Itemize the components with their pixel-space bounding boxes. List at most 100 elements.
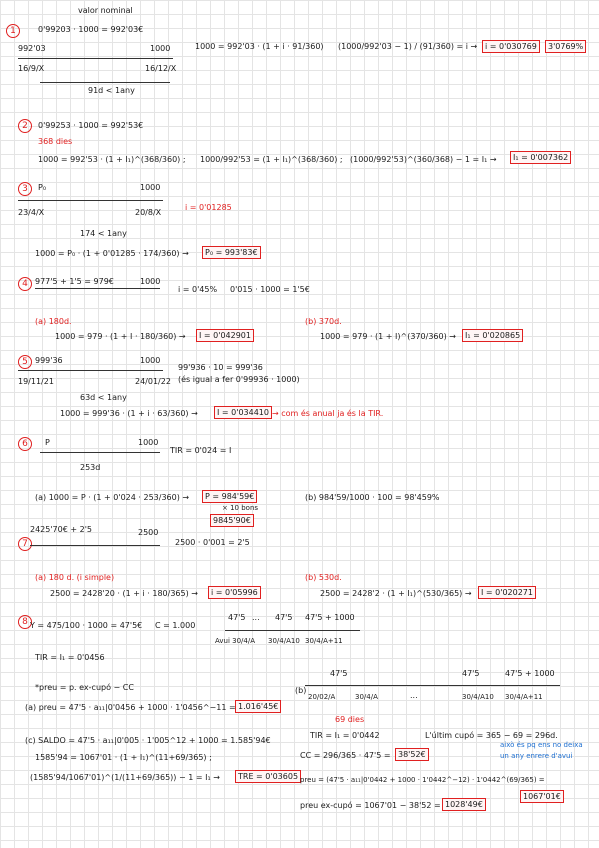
note-text: 1000 = 992'53 · (1 + I₁)^(368/360) ; (38, 155, 186, 164)
section-number: 7 (18, 537, 32, 551)
note-text: 1000 (150, 44, 171, 53)
note-text: 0'99203 · 1000 = 992'03€ (38, 25, 144, 34)
note-text: 1067'01€ (520, 790, 564, 803)
note-text: i = 0'030769 (482, 40, 540, 53)
note-text: I = 0'020271 (478, 586, 536, 599)
note-text: (a) 180d. (35, 317, 72, 326)
note-text: 16/9/X (18, 64, 45, 73)
note-text: 1585'94 = 1067'01 · (1 + I₁)^(11+69/365)… (35, 753, 212, 762)
note-text: això és pq ens no deixa un any enrere d'… (500, 741, 583, 760)
note-text: 1000 (140, 277, 161, 286)
note-text: 20/8/X (135, 208, 162, 217)
note-text: (b) 984'59/1000 · 100 = 98'459% (305, 493, 440, 502)
note-text: 99'936 · 10 = 999'36 (178, 363, 263, 372)
note-text: 91d < 1any (88, 86, 135, 95)
note-text: 30/4/A10 (268, 637, 300, 645)
note-text: TIR = 0'024 = I (170, 446, 232, 455)
note-text: 2500 = 2428'20 · (1 + i · 180/365) → (50, 589, 198, 598)
note-text: 63d < 1any (80, 393, 127, 402)
note-text: 47'5 + 1000 (305, 613, 355, 622)
note-text: i = 0'01285 (185, 203, 232, 212)
note-text: 23/4/X (18, 208, 45, 217)
note-text: P₀ (38, 183, 47, 192)
note-text: 1000 (140, 183, 161, 192)
note-text: P₀ = 993'83€ (202, 246, 261, 259)
note-text: preu = (47'5 · a₁₁|0'0442 + 1000 · 1'044… (300, 776, 545, 784)
note-text: 174 < 1any (80, 229, 127, 238)
note-text: 16/12/X (145, 64, 177, 73)
note-text: 2500 · 0'001 = 2'5 (175, 538, 250, 547)
note-text: I₁ = 0'007362 (510, 151, 572, 164)
note-text: 47'5 + 1000 (505, 669, 555, 678)
note-text: 1000 = 979 · (1 + I)^(370/360) → (320, 332, 456, 341)
note-text: 1000/992'53 = (1 + I₁)^(368/360) ; (200, 155, 343, 164)
timeline (225, 630, 360, 631)
note-text: 1000 = 999'36 · (1 + i · 63/360) → (60, 409, 198, 418)
note-text: 1000 (140, 356, 161, 365)
note-text: 2500 (138, 528, 159, 537)
note-text: 977'5 + 1'5 = 979€ (35, 277, 114, 286)
note-text: 1.016'45€ (235, 700, 282, 713)
timeline (18, 370, 163, 371)
note-text: 30/4/A+11 (505, 693, 543, 701)
note-text: TIR = I₁ = 0'0442 (310, 731, 380, 740)
note-text: 9845'90€ (210, 514, 254, 527)
note-text: 2500 = 2428'2 · (1 + I₁)^(530/365) → (320, 589, 472, 598)
note-text: 1028'49€ (442, 798, 486, 811)
note-text: (b) (295, 686, 307, 695)
note-text: (1585'94/1067'01)^(1/(11+69/365)) − 1 = … (30, 773, 220, 782)
note-text: 1000 = 979 · (1 + I · 180/360) → (55, 332, 186, 341)
note-text: × 10 bons (222, 504, 259, 512)
note-text: 992'03 (18, 44, 46, 53)
note-text: 253d (80, 463, 101, 472)
note-text: ... (252, 613, 260, 622)
timeline (40, 82, 170, 83)
note-text: 47'5 (330, 669, 348, 678)
note-text: 2425'70€ + 2'5 (30, 525, 92, 534)
note-text: valor nominal (78, 6, 133, 15)
note-text: 30/4/A (355, 693, 378, 701)
section-number: 6 (18, 437, 32, 451)
note-text: 368 dies (38, 137, 73, 146)
note-text: 3'0769% (545, 40, 587, 53)
note-text: (1000/992'53)^(360/368) − 1 = I₁ → (350, 155, 497, 164)
note-text: P = 984'59€ (202, 490, 258, 503)
note-text: 24/01/22 (135, 377, 171, 386)
note-text: Y = 475/100 · 1000 = 47'5€ (30, 621, 143, 630)
note-text: (és igual a fer 0'99936 · 1000) (178, 375, 300, 384)
section-number: 1 (6, 24, 20, 38)
note-text: (a) 1000 = P · (1 + 0'024 · 253/360) → (35, 493, 190, 502)
section-number: 3 (18, 182, 32, 196)
note-text: I = 0'034410 (214, 406, 272, 419)
note-text: (a) preu = 47'5 · a₁₁|0'0456 + 1000 · 1'… (25, 703, 236, 712)
note-text: P (45, 438, 50, 447)
note-text: 38'52€ (395, 748, 429, 761)
note-text: i = 0'45% (178, 285, 218, 294)
note-text: 1000 = 992'03 · (1 + i · 91/360) (195, 42, 324, 51)
note-text: C = 1.000 (155, 621, 196, 630)
note-text: I = 0'042901 (196, 329, 254, 342)
note-text: (b) 530d. (305, 573, 342, 582)
note-text: TRE = 0'03605 (235, 770, 302, 783)
section-number: 8 (18, 615, 32, 629)
timeline (18, 58, 173, 59)
note-text: (1000/992'03 − 1) / (91/360) = i → (338, 42, 478, 51)
note-text: Avui 30/4/A (215, 637, 255, 645)
note-text: 47'5 (462, 669, 480, 678)
note-text: 47'5 (228, 613, 246, 622)
note-text: (a) 180 d. (i simple) (35, 573, 115, 582)
timeline (35, 288, 160, 289)
note-text: 0'015 · 1000 = 1'5€ (230, 285, 310, 294)
timeline (18, 200, 163, 201)
note-text: 30/4/A+11 (305, 637, 343, 645)
section-number: 2 (18, 119, 32, 133)
note-text: I₁ = 0'020865 (462, 329, 524, 342)
note-text: 47'5 (275, 613, 293, 622)
note-text: 19/11/21 (18, 377, 54, 386)
timeline (305, 685, 560, 686)
note-text: i = 0'05996 (208, 586, 261, 599)
note-text: CC = 296/365 · 47'5 = (300, 751, 391, 760)
timeline (40, 452, 160, 453)
note-text: (b) 370d. (305, 317, 342, 326)
